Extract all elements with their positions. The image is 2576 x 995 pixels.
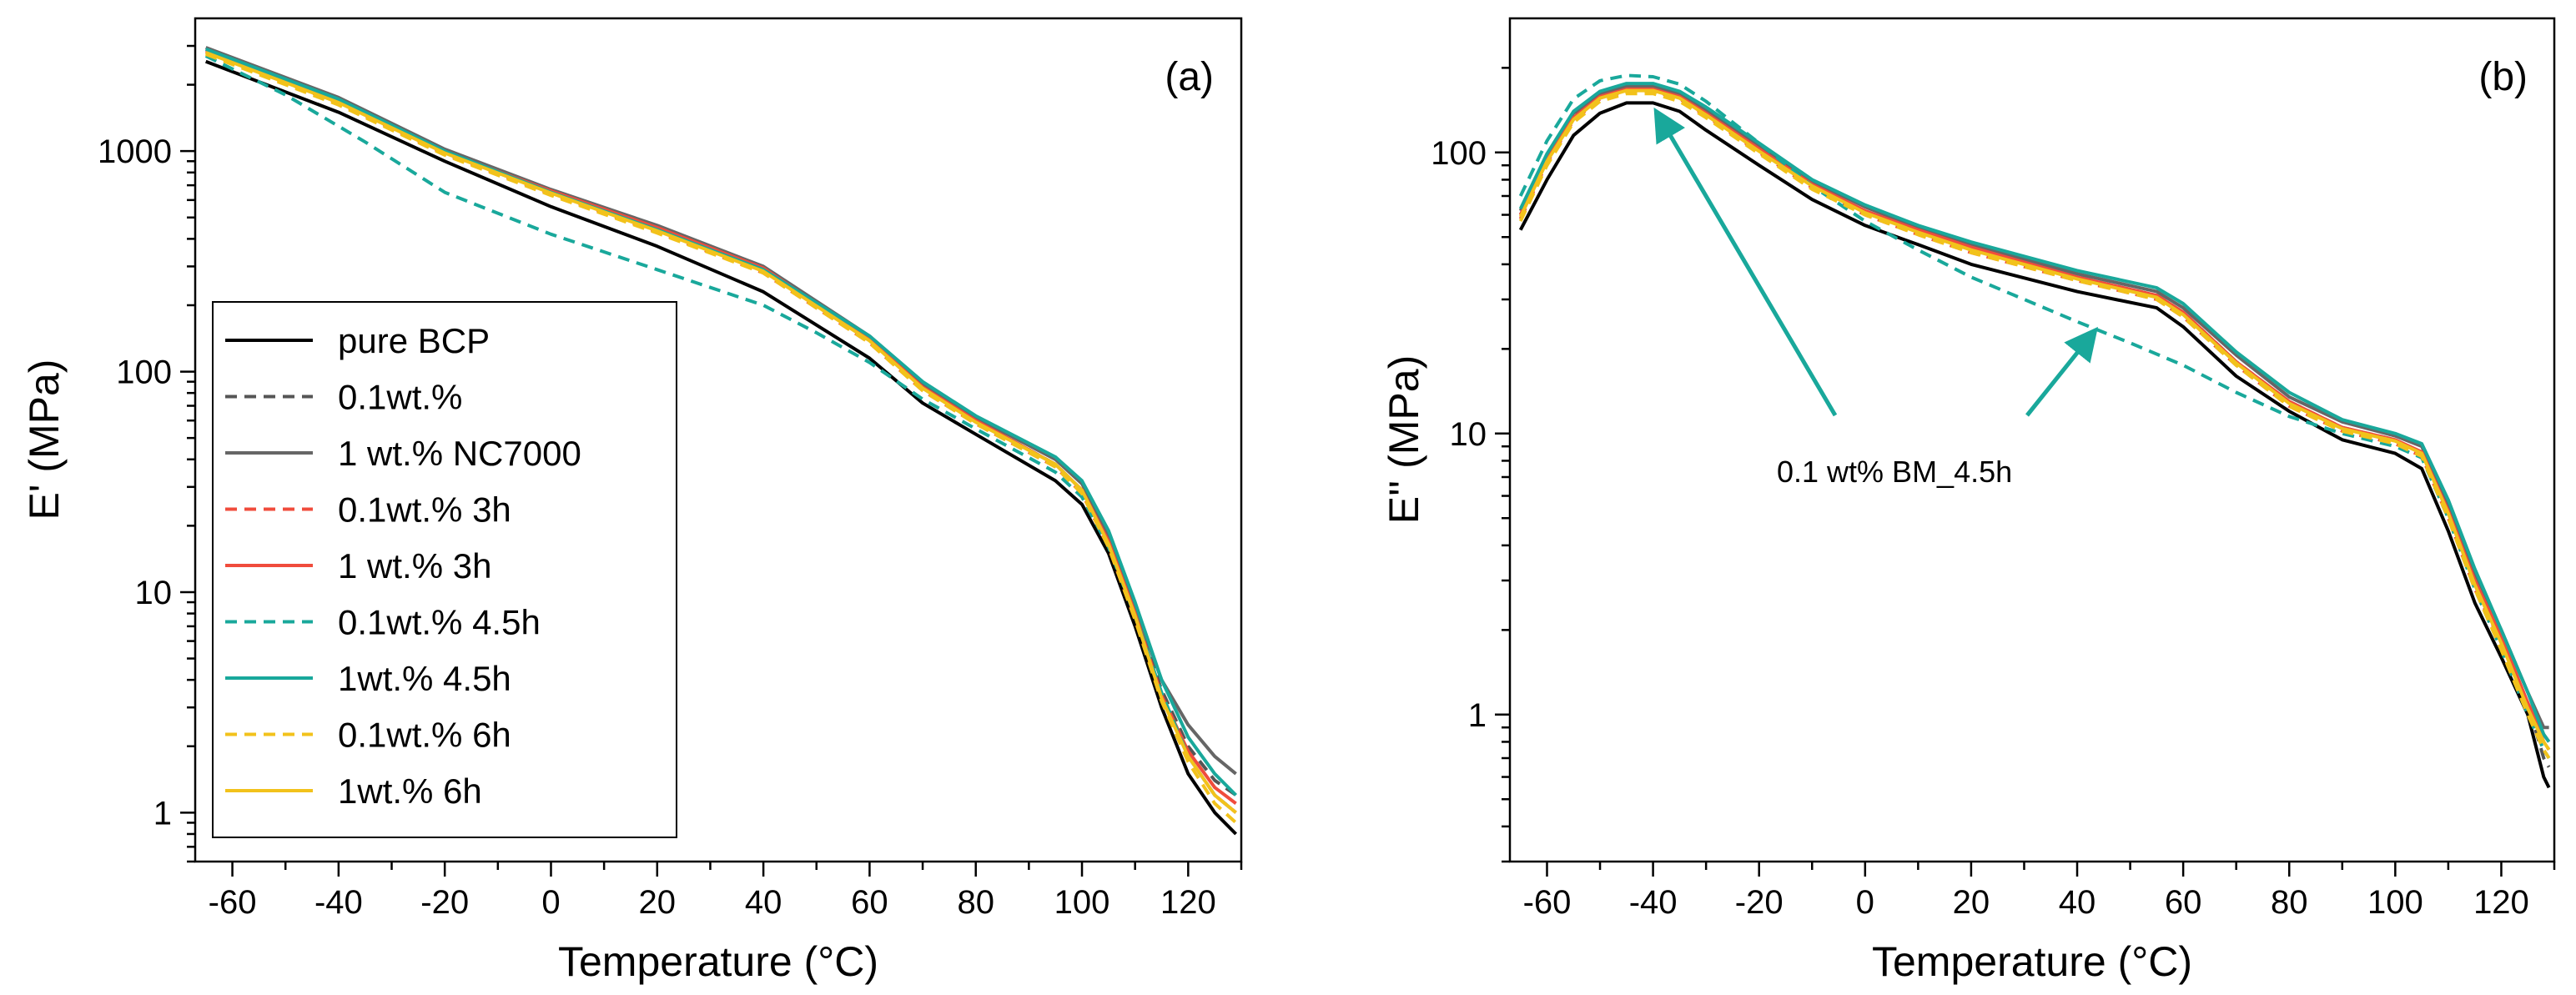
legend-label: 1wt.% 6h: [338, 771, 482, 811]
x-tick-label-a: 80: [957, 884, 994, 921]
x-axis-label-b: Temperature (°C): [1872, 938, 2192, 985]
y-tick-label-b: 100: [1431, 135, 1487, 172]
series-line-a-0: [204, 59, 1238, 836]
x-tick-label-b: 120: [2473, 884, 2529, 921]
legend-label: 0.1wt.% 6h: [338, 716, 511, 755]
series-line-a-5: [204, 54, 1237, 814]
panel-label-b: (b): [2478, 55, 2528, 99]
legend: pure BCP 0.1wt.% 1 wt.% NC7000 0.1wt.% 3h 1 …: [212, 301, 677, 838]
legend-label: 0.1wt.% 4.5h: [338, 603, 541, 642]
y-axis-label-a: E' (MPa): [21, 359, 68, 520]
series-line-b-6: [1518, 82, 2551, 743]
x-tick-label-b: 40: [2059, 884, 2096, 921]
x-tick-label-a: -20: [420, 884, 469, 921]
x-axis-label-a: Temperature (°C): [558, 938, 878, 985]
legend-label: 1 wt.% 3h: [338, 546, 491, 585]
x-tick-label-a: -40: [314, 884, 363, 921]
y-axis-label-b: E'' (MPa): [1381, 355, 1427, 524]
legend-label: 1wt.% 4.5h: [338, 659, 511, 698]
x-tick-label-b: -20: [1735, 884, 1784, 921]
legend-label: 0.1wt.% 3h: [338, 490, 511, 530]
series-line-a-8: [204, 51, 1237, 814]
y-tick-label-a: 1: [153, 795, 172, 832]
annotation-text: 0.1 wt% BM_4.5h: [1777, 455, 2012, 489]
series-line-b-8: [1518, 88, 2551, 751]
x-tick-label-a: 0: [541, 884, 560, 921]
x-tick-label-a: -60: [209, 884, 257, 921]
plot-frame-b: [1508, 17, 2556, 863]
chart-panel-b: (b) Temperature (°C) E'' (MPa) -60 -40 -20…: [1381, 17, 2556, 985]
series-line-b-7: [1518, 92, 2551, 760]
series-line-b-1: [1518, 87, 2551, 768]
panel-label-a: (a): [1165, 55, 1214, 99]
x-tick-label-b: 0: [1856, 884, 1874, 921]
series-line-b-0: [1518, 101, 2551, 789]
y-tick-label-a: 10: [135, 575, 173, 611]
legend-label: 1 wt.% NC7000: [338, 434, 581, 473]
chart-panel-a: (a) Temperature (°C) E' (MPa) -60 -40 -20 0…: [21, 17, 1243, 985]
x-tick-label-b: -60: [1523, 884, 1572, 921]
y-tick-label-b: 10: [1450, 416, 1487, 453]
x-tick-label-a: 100: [1054, 884, 1110, 921]
legend-label: pure BCP: [338, 321, 490, 360]
x-tick-label-b: 20: [1953, 884, 1990, 921]
series-line-b-5: [1518, 73, 2551, 760]
y-tick-label-a: 1000: [98, 133, 172, 170]
annotation-arrow: [1653, 107, 1838, 417]
x-tick-label-a: 20: [639, 884, 677, 921]
x-tick-label-b: 60: [2165, 884, 2202, 921]
annotation-arrow: [2025, 326, 2098, 417]
x-tick-label-b: 80: [2271, 884, 2308, 921]
legend-label: 0.1wt.%: [338, 378, 462, 417]
series-line-b-3: [1518, 89, 2551, 751]
x-tick-label-b: -40: [1629, 884, 1678, 921]
annotation-group: 0.1 wt% BM_4.5h: [1653, 107, 2098, 489]
series-group-b: [1518, 73, 2551, 789]
x-tick-label-a: 120: [1160, 884, 1216, 921]
series-group-a: [204, 46, 1238, 836]
legend-box: [212, 301, 677, 838]
series-line-b-4: [1518, 87, 2551, 743]
y-tick-label-a: 100: [116, 354, 172, 391]
x-tick-label-a: 60: [851, 884, 888, 921]
y-tick-label-b: 1: [1468, 697, 1487, 734]
x-tick-label-a: 40: [745, 884, 782, 921]
plot-frame-a: [194, 17, 1243, 863]
x-tick-label-b: 100: [2367, 884, 2423, 921]
